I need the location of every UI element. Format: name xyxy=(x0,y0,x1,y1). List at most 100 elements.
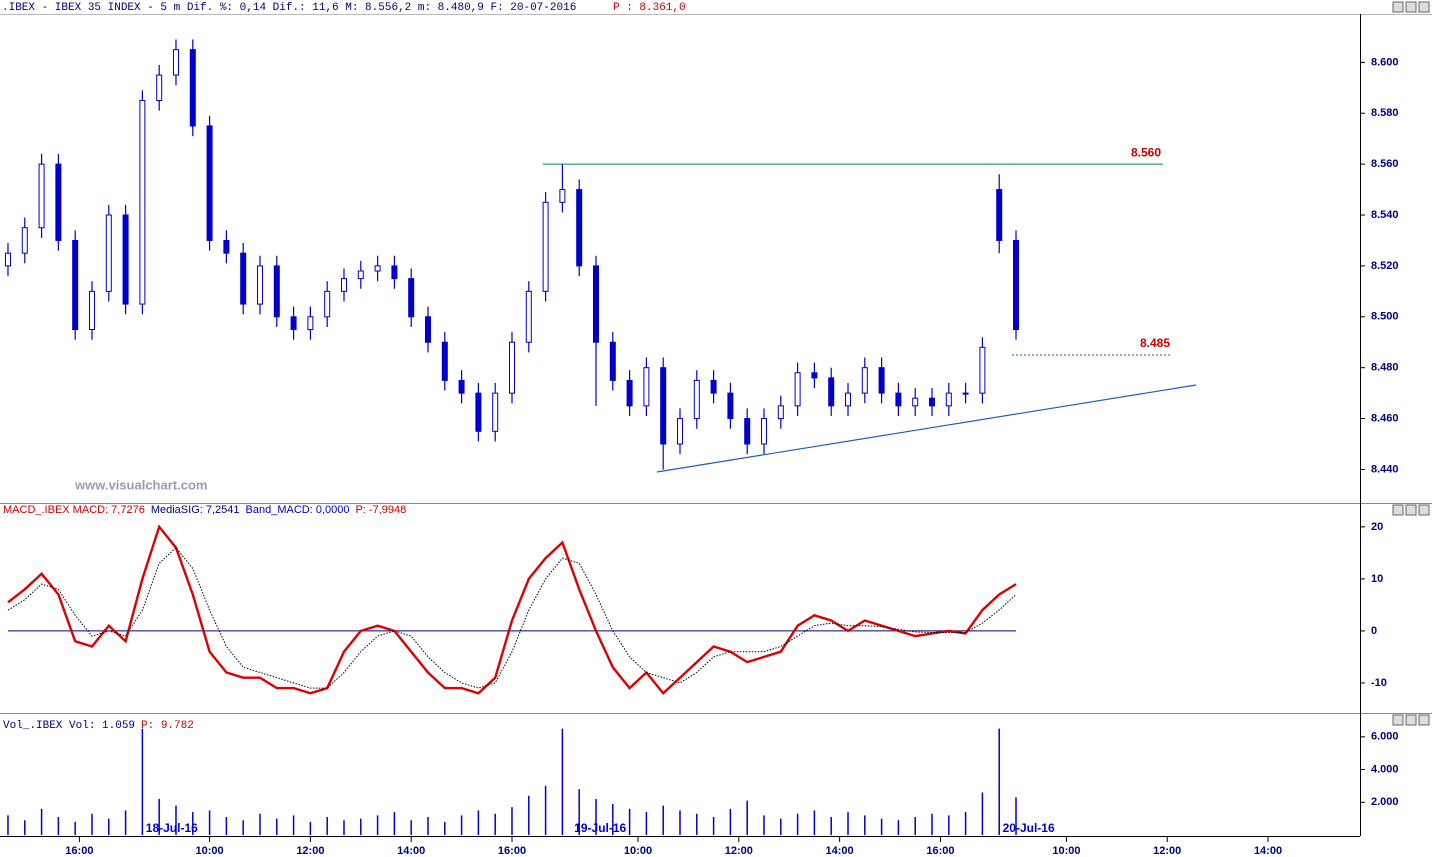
candle-body xyxy=(55,163,62,241)
candle-body xyxy=(542,201,549,292)
y-tick-label: 20 xyxy=(1371,521,1383,533)
candle-body xyxy=(424,316,431,343)
y-tick-label: 10 xyxy=(1371,573,1383,585)
date-label: 20-Jul-16 xyxy=(1003,821,1055,835)
window-buttons xyxy=(1392,1,1430,726)
candle-body xyxy=(777,405,784,420)
legend-entry: P: -7,9948 xyxy=(355,504,406,516)
y-tick-label: 8.520 xyxy=(1371,260,1399,272)
candle-body xyxy=(693,379,700,420)
close-button[interactable] xyxy=(1418,1,1430,13)
candle-body xyxy=(307,316,314,331)
y-tick-label: 8.440 xyxy=(1371,463,1399,475)
candle-body xyxy=(559,189,566,203)
candle-body xyxy=(945,392,952,407)
candle-body xyxy=(979,346,986,394)
maximize-button[interactable] xyxy=(1405,504,1417,516)
candle-body xyxy=(878,367,885,394)
candle-body xyxy=(441,341,448,381)
candle-body xyxy=(223,239,230,254)
candle-body xyxy=(660,367,667,445)
candle-body xyxy=(72,239,79,331)
candle-body xyxy=(290,316,297,331)
y-tick-label: -10 xyxy=(1371,677,1387,689)
date-label: 18-Jul-16 xyxy=(146,821,198,835)
x-tick-label: 12:00 xyxy=(1153,845,1181,857)
series-line xyxy=(7,546,1017,689)
legend-entry: MediaSIG: 7,2541 xyxy=(151,504,240,516)
y-tick-label: 2.000 xyxy=(1371,796,1399,808)
candle-body xyxy=(962,392,969,395)
candle-body xyxy=(240,252,247,305)
candle-body xyxy=(727,392,734,420)
candle-body xyxy=(408,278,415,318)
candle-body xyxy=(273,265,280,318)
y-tick-label: 8.580 xyxy=(1371,107,1399,119)
candle-body xyxy=(845,392,852,407)
candle-body xyxy=(88,290,95,331)
candle-body xyxy=(744,418,751,445)
candle-body xyxy=(508,341,515,394)
date-label: 19-Jul-16 xyxy=(574,821,626,835)
candle-body xyxy=(710,379,717,394)
x-tick-label: 10:00 xyxy=(624,845,652,857)
y-tick-label: 6.000 xyxy=(1371,731,1399,743)
candle-body xyxy=(105,214,112,292)
candle-body xyxy=(626,379,633,407)
x-tick-label: 16:00 xyxy=(926,845,954,857)
candle-body xyxy=(761,418,768,445)
maximize-button[interactable] xyxy=(1405,1,1417,13)
x-tick-label: 10:00 xyxy=(196,845,224,857)
candle-body xyxy=(492,392,499,432)
candle-body xyxy=(357,270,364,280)
candle-body xyxy=(156,74,163,102)
candle-body xyxy=(4,252,11,267)
x-tick-label: 14:00 xyxy=(1254,845,1282,857)
legend-entry: Vol_.IBEX Vol: 1.059 xyxy=(3,720,135,732)
x-tick-label: 16:00 xyxy=(498,845,526,857)
x-tick-label: 14:00 xyxy=(397,845,425,857)
trend-line xyxy=(656,384,1197,473)
minimize-button[interactable] xyxy=(1392,714,1404,726)
candle-body xyxy=(609,341,616,381)
close-button[interactable] xyxy=(1418,714,1430,726)
y-tick-label: 0 xyxy=(1371,625,1377,637)
candle-body xyxy=(576,189,583,267)
candle-body xyxy=(895,392,902,407)
y-tick-label: 8.540 xyxy=(1371,209,1399,221)
x-tick-label: 12:00 xyxy=(296,845,324,857)
legend-entry: P: 9.782 xyxy=(141,720,194,732)
candle-body xyxy=(340,278,347,292)
minimize-button[interactable] xyxy=(1392,504,1404,516)
x-tick-label: 10:00 xyxy=(1052,845,1080,857)
minimize-button[interactable] xyxy=(1392,1,1404,13)
y-tick-label: 8.500 xyxy=(1371,311,1399,323)
candle-body xyxy=(592,265,599,343)
candle-body xyxy=(122,214,129,305)
header-price: P : 8.361,0 xyxy=(613,2,686,14)
candle-body xyxy=(677,418,683,445)
level-label: 8.485 xyxy=(1140,336,1170,350)
candle-body xyxy=(475,392,482,432)
candle-body xyxy=(828,377,835,407)
candle-body xyxy=(912,397,919,407)
maximize-button[interactable] xyxy=(1405,714,1417,726)
header-info: .IBEX - IBEX 35 INDEX - 5 m Dif. %: 0,14… xyxy=(2,2,576,14)
candle-body xyxy=(206,125,213,241)
legend-entry: MACD_.IBEX MACD: 7,7276 xyxy=(3,504,145,516)
x-tick-label: 12:00 xyxy=(725,845,753,857)
y-tick-label: 8.600 xyxy=(1371,56,1399,68)
candle-body xyxy=(324,290,331,318)
candle-body xyxy=(861,367,868,394)
candle-body xyxy=(929,397,936,407)
close-button[interactable] xyxy=(1418,504,1430,516)
level-label: 8.560 xyxy=(1131,145,1161,159)
candle-body xyxy=(525,290,532,343)
candle-body xyxy=(794,372,801,407)
candle-body xyxy=(1013,239,1020,331)
x-tick-label: 16:00 xyxy=(65,845,93,857)
candle-body xyxy=(643,367,650,407)
candle-body xyxy=(458,379,465,394)
candle-body xyxy=(172,49,179,76)
